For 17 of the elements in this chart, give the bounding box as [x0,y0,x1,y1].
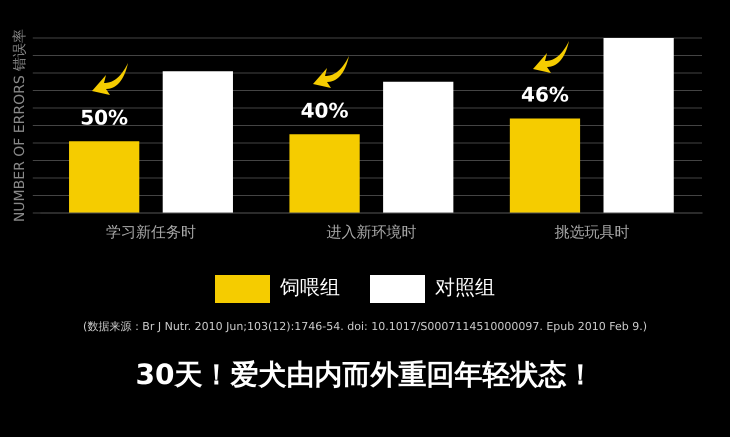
x-tick-label: 挑选玩具时 [554,222,630,241]
legend-label: 对照组 [435,275,495,300]
annotation: 40% [300,98,349,122]
bar [510,118,580,212]
annotation: 50% [80,105,128,130]
y-axis-title: NUMBER OF ERRORS 错误率 [12,28,28,222]
x-tick-label: 进入新环境时 [326,222,416,241]
bar [604,38,674,212]
bar [289,134,360,212]
bar [69,141,140,212]
x-tick-label: 学习新任务时 [106,222,196,241]
annotation: 46% [521,82,569,107]
bar [383,82,454,212]
legend-label: 饲喂组 [279,275,340,300]
text: 30天！爱犬由内而外重回年轻状态！ [134,357,596,393]
text: (数据来源：Br J Nutr. 2010 Jun;103(12):1746-54. doi: 10.1017/S0007114510000097. Epub 2010 Feb 9.) [82,319,648,335]
bar [162,71,233,212]
